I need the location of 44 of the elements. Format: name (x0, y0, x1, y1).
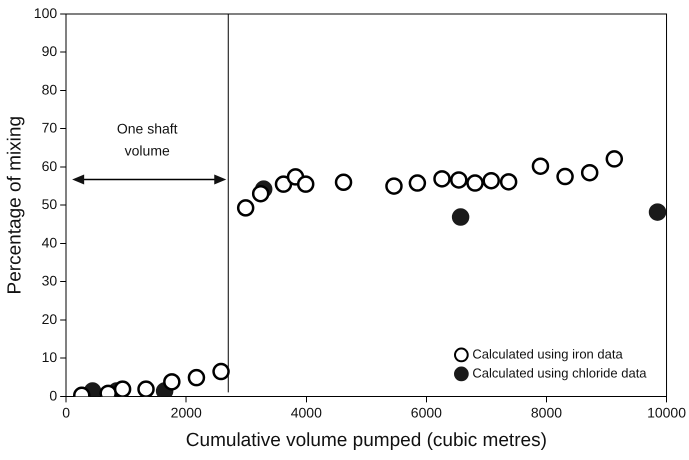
point (252, 184, 270, 202)
point (408, 174, 426, 192)
y-tick-label: 80 (42, 81, 58, 98)
point (606, 150, 624, 168)
annotation: One shaft volume (116, 120, 178, 158)
y-tick-label: 70 (42, 120, 58, 136)
point (482, 172, 500, 190)
point (580, 164, 598, 182)
point (137, 380, 155, 396)
point (466, 174, 484, 192)
legend-label: Calculated using chloride data (472, 365, 648, 380)
point (532, 157, 550, 175)
y-tick-label: 30 (42, 272, 58, 289)
point (500, 173, 518, 191)
y-tick-label: 0 (49, 387, 58, 404)
y-axis-title: Percentage of mixing (4, 116, 26, 294)
point (433, 170, 451, 188)
point (452, 208, 470, 226)
legend-label: Calculated using iron data (472, 346, 624, 362)
point (188, 368, 206, 386)
y-tick-label: 20 (42, 310, 58, 327)
point (163, 373, 181, 391)
y-tick-label: 90 (42, 43, 58, 60)
point (296, 175, 314, 193)
x-axis-title: Cumulative volume pumped (cubic metres) (186, 430, 547, 451)
point (212, 362, 230, 380)
y-tick-label: 50 (42, 196, 58, 212)
y-tick-label: 40 (42, 234, 58, 250)
x-tick-label: 6000 (410, 404, 442, 421)
y-tick-label: 100 (34, 4, 58, 21)
x-tick-label: 2000 (170, 404, 202, 421)
point (334, 174, 352, 192)
y-tick-label: 60 (42, 158, 58, 174)
x-tick-label: 10000 (647, 404, 686, 421)
y-tick-label: 10 (42, 349, 58, 366)
point (236, 199, 254, 217)
x-tick-label: 8000 (530, 404, 562, 421)
x-tick-label: 4000 (290, 404, 322, 421)
point (114, 380, 132, 396)
point (385, 177, 403, 195)
x-tick-label: 0 (62, 404, 70, 421)
point (450, 171, 468, 189)
point (648, 203, 666, 221)
point (556, 168, 574, 186)
